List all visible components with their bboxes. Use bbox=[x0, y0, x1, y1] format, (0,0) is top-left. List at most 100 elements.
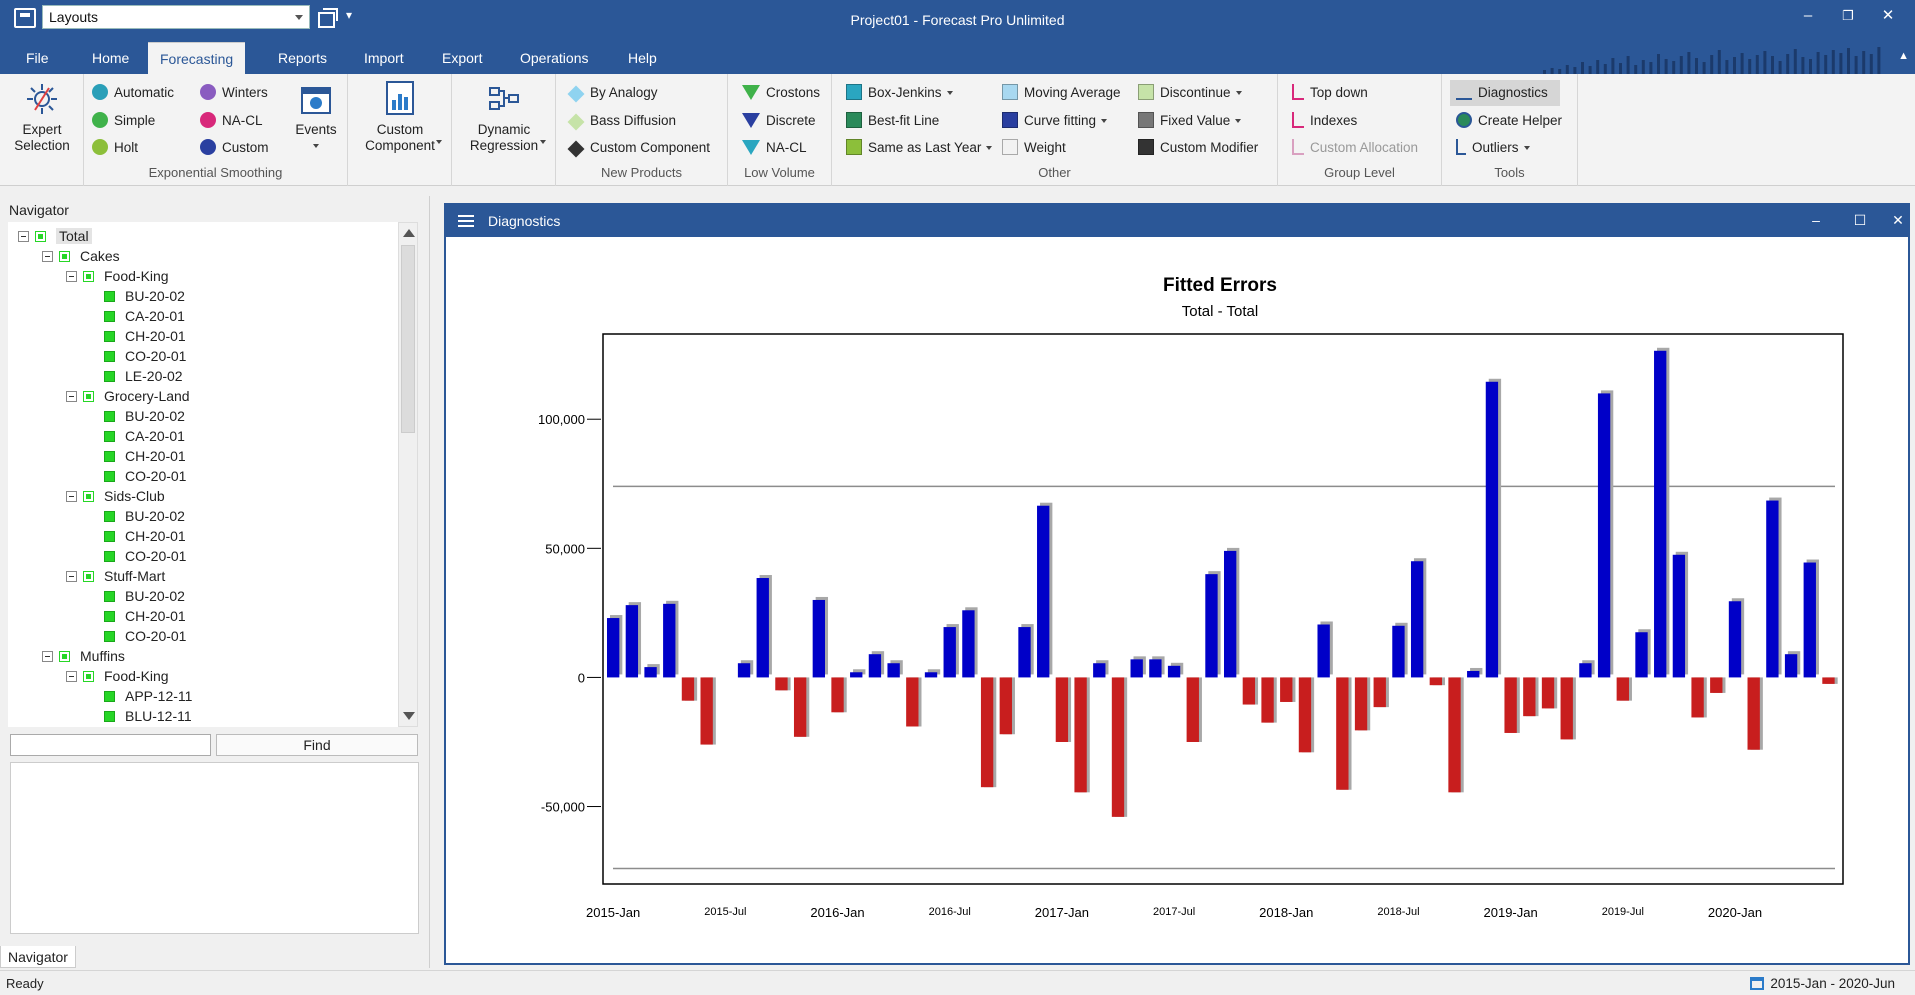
fixed-value-button[interactable]: Fixed Value bbox=[1138, 110, 1242, 132]
tree-leaf-node[interactable]: APP-12-11 bbox=[104, 686, 192, 706]
find-button[interactable]: Find bbox=[216, 734, 418, 756]
winters-button[interactable]: Winters bbox=[200, 82, 268, 104]
collapse-icon[interactable] bbox=[66, 571, 77, 582]
tree-group-node[interactable]: Sids-Club bbox=[66, 486, 165, 506]
tree-leaf-node[interactable]: CO-20-01 bbox=[104, 546, 186, 566]
tab-operations[interactable]: Operations bbox=[520, 50, 589, 66]
tab-file[interactable]: File bbox=[26, 50, 49, 66]
tree-leaf-node[interactable]: BU-20-02 bbox=[104, 506, 185, 526]
tab-export[interactable]: Export bbox=[442, 50, 483, 66]
custom-es-button[interactable]: Custom bbox=[200, 137, 269, 159]
layouts-dropdown[interactable]: Layouts bbox=[42, 5, 310, 29]
diag-close-button[interactable]: ✕ bbox=[1892, 212, 1904, 228]
np-custom-component-button[interactable]: Custom Component bbox=[567, 137, 710, 159]
tree-leaf-node[interactable]: BU-20-02 bbox=[104, 586, 185, 606]
tree-group-node[interactable]: Food-King bbox=[66, 266, 169, 286]
tree-leaf-node[interactable]: CO-20-01 bbox=[104, 626, 186, 646]
save-icon[interactable] bbox=[14, 8, 36, 28]
collapse-icon[interactable] bbox=[66, 671, 77, 682]
quick-access-more-icon[interactable]: ▾ bbox=[346, 8, 353, 22]
na-cl-es-button[interactable]: NA-CL bbox=[200, 110, 263, 132]
collapse-ribbon-icon[interactable]: ▲ bbox=[1898, 50, 1909, 62]
tree-group-node[interactable]: Cakes bbox=[42, 246, 120, 266]
tree-leaf-node[interactable]: CO-20-01 bbox=[104, 346, 186, 366]
tree-scrollbar[interactable] bbox=[398, 222, 418, 727]
collapse-icon[interactable] bbox=[66, 391, 77, 402]
collapse-icon[interactable] bbox=[42, 251, 53, 262]
tree-leaf-node[interactable]: BLU-12-11 bbox=[104, 706, 192, 726]
tree-group-node[interactable]: Grocery-Land bbox=[66, 386, 190, 406]
status-date-range[interactable]: 2015-Jan - 2020-Jun bbox=[1750, 976, 1895, 991]
custom-modifier-button[interactable]: Custom Modifier bbox=[1138, 137, 1258, 159]
tab-import[interactable]: Import bbox=[364, 50, 404, 66]
navigator-tree[interactable]: Total Cakes Food-King BU-20-02 CA-20-01 CH-20… bbox=[8, 222, 400, 727]
restore-button[interactable]: ❐ bbox=[1842, 8, 1854, 23]
bar-fill bbox=[1467, 670, 1480, 678]
tree-leaf-node[interactable]: CA-20-01 bbox=[104, 426, 185, 446]
close-button[interactable]: ✕ bbox=[1881, 7, 1895, 24]
diagnostics-button[interactable]: Diagnostics bbox=[1450, 80, 1560, 106]
tab-home[interactable]: Home bbox=[92, 50, 130, 66]
tree-leaf-node[interactable]: CO-20-01 bbox=[104, 466, 186, 486]
navigator-bottom-tab[interactable]: Navigator bbox=[0, 946, 76, 968]
collapse-icon[interactable] bbox=[18, 231, 29, 242]
tab-reports[interactable]: Reports bbox=[278, 50, 328, 66]
tab-help[interactable]: Help bbox=[628, 50, 657, 66]
tree-leaf-node[interactable]: CH-20-01 bbox=[104, 606, 186, 626]
tab-forecasting[interactable]: Forecasting bbox=[148, 42, 246, 74]
tree-leaf-node[interactable]: CH-20-01 bbox=[104, 326, 186, 346]
window-layout-icon[interactable] bbox=[318, 8, 338, 28]
expert-selection-button[interactable]: Expert Selection bbox=[4, 78, 80, 154]
same-as-last-year-button[interactable]: Same as Last Year bbox=[846, 137, 993, 159]
create-helper-button[interactable]: Create Helper bbox=[1456, 110, 1562, 132]
group-label: Tools bbox=[1494, 165, 1525, 180]
best-fit-line-button[interactable]: Best-fit Line bbox=[846, 110, 939, 132]
tree-leaf-node[interactable]: CH-20-01 bbox=[104, 526, 186, 546]
bass-diffusion-button[interactable]: Bass Diffusion bbox=[567, 110, 676, 132]
bar bbox=[1392, 622, 1408, 678]
tree-leaf-node[interactable]: CA-20-01 bbox=[104, 306, 185, 326]
na-cl-lv-button[interactable]: NA-CL bbox=[742, 137, 807, 159]
tree-group-node[interactable]: Stuff-Mart bbox=[66, 566, 165, 586]
tree-group-node[interactable]: Food-King bbox=[66, 666, 169, 686]
custom-component-button[interactable]: Custom Component bbox=[352, 78, 448, 154]
scroll-up-icon[interactable] bbox=[403, 229, 415, 237]
diag-minimize-button[interactable]: – bbox=[1812, 212, 1820, 228]
by-analogy-button[interactable]: By Analogy bbox=[567, 82, 658, 104]
scroll-thumb[interactable] bbox=[401, 245, 415, 433]
box-jenkins-button[interactable]: Box-Jenkins bbox=[846, 82, 953, 104]
tree-group-node[interactable]: Muffins bbox=[42, 646, 125, 666]
hamburger-menu-icon[interactable] bbox=[458, 215, 474, 227]
tree-leaf-node[interactable]: CH-20-01 bbox=[104, 446, 186, 466]
discontinue-button[interactable]: Discontinue bbox=[1138, 82, 1242, 104]
curve-fitting-button[interactable]: Curve fitting bbox=[1002, 110, 1108, 132]
automatic-button[interactable]: Automatic bbox=[92, 82, 174, 104]
bar-fill bbox=[644, 667, 657, 678]
tree-leaf-node[interactable]: LE-20-02 bbox=[104, 366, 183, 386]
simple-button[interactable]: Simple bbox=[92, 110, 155, 132]
scroll-down-icon[interactable] bbox=[403, 712, 415, 720]
minimize-button[interactable]: – bbox=[1803, 7, 1813, 24]
discrete-button[interactable]: Discrete bbox=[742, 110, 816, 132]
tree-leaf-node[interactable]: BU-20-02 bbox=[104, 286, 185, 306]
indexes-button[interactable]: Indexes bbox=[1292, 110, 1357, 132]
collapse-icon[interactable] bbox=[42, 651, 53, 662]
dynamic-regression-button[interactable]: Dynamic Regression bbox=[456, 78, 552, 154]
bar-fill bbox=[681, 677, 695, 701]
holt-button[interactable]: Holt bbox=[92, 137, 138, 159]
outliers-button[interactable]: Outliers bbox=[1456, 137, 1530, 159]
diag-maximize-button[interactable]: ☐ bbox=[1853, 212, 1867, 228]
tree-leaf-node[interactable]: BU-20-02 bbox=[104, 406, 185, 426]
moving-average-button[interactable]: Moving Average bbox=[1002, 82, 1121, 104]
weight-button[interactable]: Weight bbox=[1002, 137, 1066, 159]
collapse-icon[interactable] bbox=[66, 271, 77, 282]
tree-group-node[interactable]: Total bbox=[18, 226, 92, 246]
collapse-icon[interactable] bbox=[66, 491, 77, 502]
bar bbox=[1597, 390, 1614, 678]
top-down-button[interactable]: Top down bbox=[1292, 82, 1368, 104]
find-input[interactable] bbox=[10, 734, 211, 756]
bar-fill bbox=[868, 654, 882, 678]
events-button[interactable]: Events bbox=[288, 78, 344, 154]
crostons-button[interactable]: Crostons bbox=[742, 82, 820, 104]
custom-allocation-button[interactable]: Custom Allocation bbox=[1292, 137, 1418, 159]
